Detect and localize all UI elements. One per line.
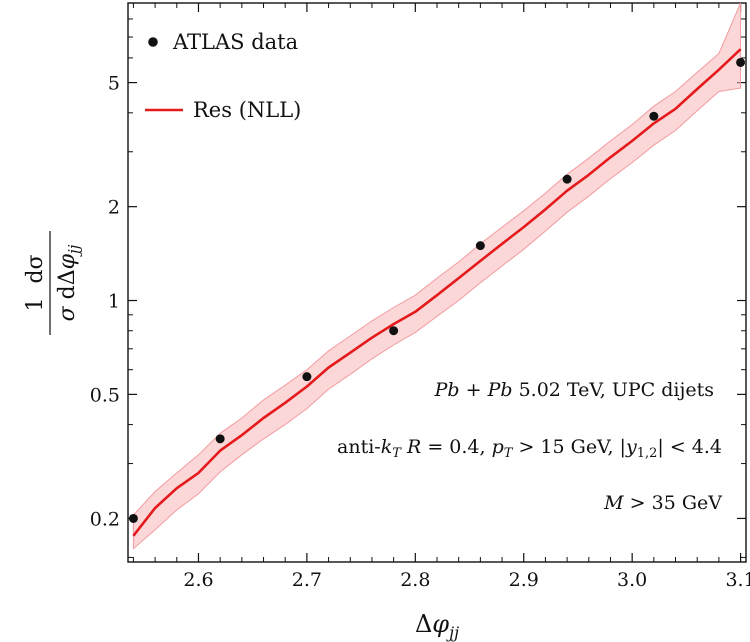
line-layer: [132, 48, 742, 537]
x-tick-label: 2.8: [400, 569, 430, 591]
atlas-data-point: [215, 434, 225, 444]
y-tick-label: 0.2: [90, 508, 120, 530]
x-axis-label: Δφjj: [415, 610, 459, 642]
legend-marker-atlas: [148, 37, 158, 47]
x-tick-label: 3.0: [617, 569, 647, 591]
y-axis-label-denominator: σ dΔφjj: [55, 244, 83, 321]
annotation-collision: Pb + Pb 5.02 TeV, UPC dijets: [434, 379, 714, 401]
atlas-data-point: [389, 326, 399, 336]
band-layer: [132, 2, 742, 550]
y-tick-label: 5: [108, 73, 120, 95]
ticks-layer: 2.6 2.7 2.8 2.9 3.0 3.1 0.2 0.5 1 2 5: [90, 2, 750, 591]
y-tick-label: 0.5: [90, 384, 120, 406]
annotation-cuts: anti-kT R = 0.4, pT > 15 GeV, |y1,2| < 4…: [337, 436, 722, 461]
points-layer: [128, 57, 746, 523]
legend: ATLAS data Res (NLL): [145, 30, 301, 122]
legend-label-res: Res (NLL): [193, 98, 301, 122]
atlas-data-point: [562, 174, 572, 184]
atlas-data-point: [128, 513, 138, 523]
x-tick-label: 2.6: [183, 569, 213, 591]
x-tick-label: 3.1: [725, 569, 750, 591]
atlas-data-point: [649, 111, 659, 121]
x-tick-label: 2.9: [509, 569, 539, 591]
x-tick-label: 2.7: [292, 569, 322, 591]
atlas-data-point: [736, 57, 746, 67]
legend-label-atlas: ATLAS data: [172, 30, 298, 54]
res-nll-line: [132, 48, 742, 537]
atlas-data-point: [475, 241, 485, 251]
y-axis-label: 1dσ σ dΔφjj: [23, 231, 83, 335]
atlas-data-point: [302, 372, 312, 382]
y-axis-label-numerator: 1dσ: [23, 254, 48, 311]
annotation-mass: M > 35 GeV: [603, 492, 722, 514]
uncertainty-band: [132, 2, 742, 550]
y-tick-label: 2: [108, 197, 120, 219]
y-tick-label: 1: [108, 291, 120, 313]
